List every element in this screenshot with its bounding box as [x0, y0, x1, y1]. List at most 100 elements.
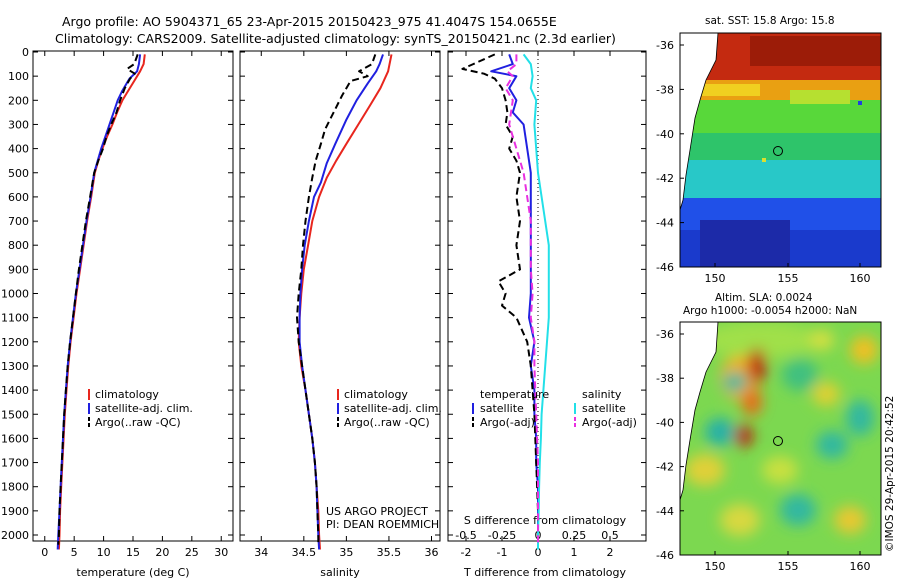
x-tick-label: 0 [535, 546, 542, 559]
sla-map [680, 322, 881, 555]
legend-label: satellite-adj. clim. [344, 402, 442, 415]
lon-tick-label: 155 [778, 272, 799, 285]
top-x-tick-label: 0.25 [562, 529, 587, 542]
figure-title-line1: Argo profile: AO 5904371_65 23-Apr-2015 … [62, 14, 557, 29]
top-x-tick-label: -0.25 [488, 529, 516, 542]
y-tick-label: 0 [22, 46, 29, 59]
y-tick-label: 1700 [1, 457, 29, 470]
legend-title: temperature [480, 388, 549, 401]
legend-label: satellite [480, 402, 524, 415]
sla-map-axes: 150 155 160 -36 -38 -40 -42 -44 -46 [656, 328, 870, 573]
y-tick-label: 1900 [1, 505, 29, 518]
legend-label: satellite-adj. clim. [95, 402, 193, 415]
sla-map-title-line1: Altim. SLA: 0.0024 [715, 292, 813, 304]
y-tick-label: 400 [8, 143, 29, 156]
y-tick-label: 1200 [1, 336, 29, 349]
project-label: US ARGO PROJECT [326, 505, 428, 518]
x-tick-label: 10 [97, 546, 111, 559]
top-x-tick-label: 0.5 [601, 529, 619, 542]
series-line-2 [57, 54, 139, 545]
lat-tick-label: -44 [656, 217, 674, 230]
y-tick-label: 1300 [1, 360, 29, 373]
lat-tick-label: -46 [656, 261, 674, 274]
series-line-3 [504, 54, 539, 545]
pi-label: PI: DEAN ROEMMICH [326, 518, 439, 531]
y-tick-label: 1400 [1, 384, 29, 397]
sst-argo-marker [773, 146, 783, 156]
figure-title-line2: Climatology: CARS2009. Satellite-adjuste… [55, 31, 616, 46]
imos-credit: ©IMOS 29-Apr-2015 20:42:52 [884, 396, 896, 552]
lat-tick-label: -46 [656, 549, 674, 562]
sst-map-title: sat. SST: 15.8 Argo: 15.8 [705, 15, 835, 27]
y-tick-label: 300 [8, 118, 29, 131]
lat-tick-label: -42 [656, 172, 674, 185]
y-tick-label: 800 [8, 239, 29, 252]
top-x-tick-label: -0.5 [455, 529, 476, 542]
lon-tick-label: 160 [850, 272, 871, 285]
plot-frame [32, 50, 234, 542]
legend-label: Argo(-adj) [480, 416, 535, 429]
y-tick-label: 1500 [1, 408, 29, 421]
x-tick-label: 35.5 [377, 546, 402, 559]
series-line-2 [296, 54, 377, 545]
legend-label: climatology [95, 388, 159, 401]
x-tick-label: 30 [214, 546, 228, 559]
salinity-profile-panel: 34 34.5 35 35.5 36 salinity climatologysatelli… [239, 50, 442, 579]
x-tick-label: 2 [607, 546, 614, 559]
x-tick-label: 25 [185, 546, 199, 559]
x-axis-label: salinity [320, 566, 360, 579]
lat-tick-label: -44 [656, 505, 674, 518]
x-tick-label: 0 [41, 546, 48, 559]
x-tick-label: 36 [424, 546, 438, 559]
series-line-0 [490, 54, 539, 550]
x-axis-label: T difference from climatology [463, 566, 626, 579]
lat-tick-label: -40 [656, 128, 674, 141]
y-tick-label: 900 [8, 263, 29, 276]
lat-tick-label: -36 [656, 328, 674, 341]
top-x-axis-label: S difference from climatology [464, 514, 627, 527]
y-tick-label: 1800 [1, 481, 29, 494]
lon-tick-label: 160 [850, 560, 871, 573]
sst-map-axes: 150 155 160 -36 -38 -40 -42 -44 -46 [656, 39, 870, 285]
legend-label: Argo(..raw -QC) [95, 416, 181, 429]
y-tick-label: 1100 [1, 312, 29, 325]
sla-map-title-line2: Argo h1000: -0.0054 h2000: NaN [683, 305, 857, 317]
x-tick-label: -1 [497, 546, 508, 559]
x-tick-label: 20 [155, 546, 169, 559]
legend-label: Argo(..raw -QC) [344, 416, 430, 429]
y-tick-label: 200 [8, 94, 29, 107]
y-tick-label: 1000 [1, 288, 29, 301]
y-tick-label: 1600 [1, 432, 29, 445]
x-tick-label: 15 [126, 546, 140, 559]
lat-tick-label: -36 [656, 39, 674, 52]
plot-frame [447, 50, 647, 542]
lat-tick-label: -40 [656, 416, 674, 429]
temperature-profile-panel: 0100200300400500600700800900100011001200… [1, 46, 234, 579]
sla-argo-marker [773, 436, 783, 446]
x-tick-label: -2 [461, 546, 472, 559]
plot-frame [239, 50, 441, 542]
x-tick-label: 35 [339, 546, 353, 559]
lon-tick-label: 155 [778, 560, 799, 573]
lon-tick-label: 150 [705, 560, 726, 573]
series-line-1 [56, 54, 142, 550]
x-tick-label: 5 [71, 546, 78, 559]
sst-map-frame [679, 32, 882, 268]
sla-map-frame [679, 321, 882, 556]
lat-tick-label: -38 [656, 83, 674, 96]
legend-title: salinity [582, 388, 622, 401]
x-tick-label: 1 [571, 546, 578, 559]
series-line-2 [522, 53, 550, 550]
lat-tick-label: -42 [656, 461, 674, 474]
y-tick-label: 500 [8, 167, 29, 180]
legend-label: Argo(-adj) [582, 416, 637, 429]
x-tick-label: 34.5 [292, 546, 317, 559]
y-tick-label: 700 [8, 215, 29, 228]
difference-profile-panel: -2 -1 0 1 2 T difference from climatology S di… [447, 50, 647, 579]
y-tick-label: 100 [8, 70, 29, 83]
lon-tick-label: 150 [705, 272, 726, 285]
y-tick-label: 2000 [1, 529, 29, 542]
legend-label: satellite [582, 402, 626, 415]
y-tick-label: 600 [8, 191, 29, 204]
lat-tick-label: -38 [656, 372, 674, 385]
